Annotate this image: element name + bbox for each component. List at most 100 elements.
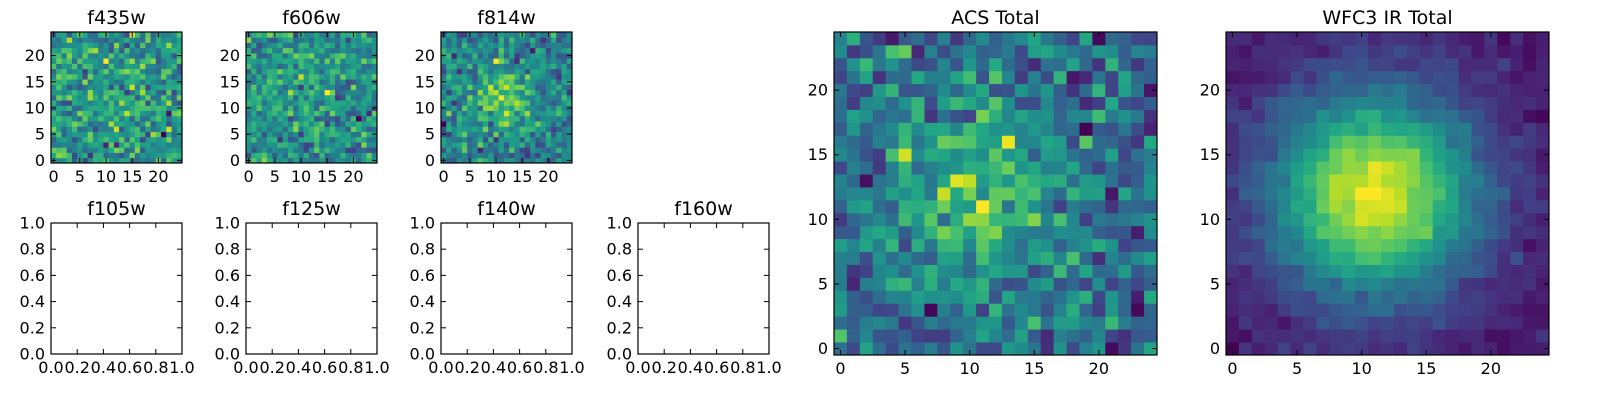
heatmap-cell bbox=[1053, 135, 1067, 149]
heatmap-cell bbox=[1368, 251, 1382, 265]
heatmap-cell bbox=[92, 142, 99, 148]
heatmap-cell bbox=[82, 94, 89, 101]
heatmap-cell bbox=[1510, 161, 1524, 175]
heatmap-cell bbox=[872, 70, 887, 85]
heatmap-cell bbox=[1066, 238, 1080, 253]
heatmap-cell bbox=[1368, 290, 1382, 304]
heatmap-cell bbox=[1277, 238, 1291, 253]
heatmap-cell bbox=[171, 84, 178, 91]
heatmap-cell bbox=[103, 47, 110, 54]
heatmap-cell bbox=[1536, 199, 1550, 214]
heatmap-cell bbox=[519, 94, 526, 101]
heatmap-cell bbox=[1342, 225, 1356, 240]
heatmap-cell bbox=[150, 147, 157, 153]
heatmap-cell bbox=[282, 89, 289, 96]
heatmap-cell bbox=[298, 121, 305, 127]
heatmap-cell bbox=[1001, 122, 1016, 136]
heatmap-cell bbox=[503, 94, 510, 101]
heatmap-cell bbox=[98, 147, 104, 153]
heatmap-cell bbox=[1523, 135, 1537, 149]
heatmap-cell bbox=[846, 122, 861, 136]
heatmap-cell bbox=[924, 199, 938, 214]
heatmap-cell bbox=[319, 115, 325, 122]
heatmap-cell bbox=[846, 161, 861, 175]
heatmap-cell bbox=[87, 105, 94, 111]
heatmap-cell bbox=[1079, 148, 1093, 162]
x-tick-label: 15 bbox=[512, 167, 532, 186]
heatmap-cell bbox=[1264, 122, 1279, 136]
heatmap-cell bbox=[1329, 135, 1343, 149]
heatmap-cell bbox=[266, 89, 273, 96]
heatmap-cell bbox=[266, 84, 273, 91]
heatmap-cell bbox=[1251, 277, 1266, 291]
heatmap-cell bbox=[1027, 329, 1042, 343]
heatmap-cell bbox=[103, 58, 110, 64]
heatmap-cell bbox=[898, 316, 912, 330]
heatmap-cell bbox=[834, 187, 848, 201]
heatmap-cell bbox=[1432, 44, 1447, 59]
heatmap-cell bbox=[530, 157, 536, 164]
heatmap-cell bbox=[272, 68, 278, 75]
heatmap-cell bbox=[1510, 264, 1524, 278]
x-tick-label: 0.8 bbox=[730, 358, 755, 377]
heatmap-cell bbox=[319, 63, 325, 70]
heatmap-cell bbox=[885, 70, 899, 85]
heatmap-cell bbox=[1105, 329, 1119, 343]
heatmap-cell bbox=[1066, 122, 1080, 136]
heatmap-cell bbox=[282, 121, 289, 127]
heatmap-cell bbox=[87, 121, 94, 127]
heatmap-cell bbox=[113, 121, 120, 127]
heatmap-cell bbox=[1290, 135, 1304, 149]
heatmap-cell bbox=[308, 94, 315, 101]
heatmap-cell bbox=[456, 89, 463, 96]
heatmap-cell bbox=[113, 152, 120, 159]
heatmap-cell bbox=[535, 89, 541, 96]
heatmap-cell bbox=[335, 32, 341, 38]
heatmap-cell bbox=[924, 174, 938, 188]
heatmap-cell bbox=[872, 32, 887, 46]
heatmap-cell bbox=[451, 42, 458, 49]
heatmap-cell bbox=[66, 58, 73, 64]
heatmap-cell bbox=[1277, 57, 1291, 72]
heatmap-cell bbox=[1393, 32, 1408, 46]
heatmap-cell bbox=[129, 147, 136, 153]
heatmap-cell bbox=[1510, 187, 1524, 201]
heatmap-cell bbox=[1079, 238, 1093, 253]
heatmap-cell bbox=[1053, 32, 1067, 46]
heatmap-cell bbox=[134, 94, 141, 101]
heatmap-cell bbox=[1118, 122, 1132, 136]
heatmap-cell bbox=[1406, 187, 1421, 201]
heatmap-cell bbox=[976, 342, 990, 356]
heatmap-cell bbox=[335, 152, 341, 159]
heatmap-cell bbox=[272, 105, 278, 111]
heatmap-cell bbox=[350, 73, 357, 80]
heatmap-cell bbox=[1226, 83, 1240, 97]
heatmap-cell bbox=[1497, 70, 1511, 85]
heatmap-cell bbox=[566, 126, 573, 132]
heatmap-cell bbox=[1458, 342, 1472, 356]
heatmap-cell bbox=[1523, 96, 1537, 110]
heatmap-cell bbox=[859, 199, 874, 214]
heatmap-cell bbox=[324, 84, 331, 91]
heatmap-cell bbox=[1432, 303, 1447, 317]
heatmap-cell bbox=[261, 115, 268, 122]
heatmap-cell bbox=[551, 115, 557, 122]
heatmap-cell bbox=[1303, 83, 1317, 97]
heatmap-cell bbox=[545, 94, 552, 101]
heatmap-cell bbox=[119, 157, 125, 164]
heatmap-cell bbox=[303, 157, 310, 164]
heatmap-cell bbox=[530, 105, 536, 111]
heatmap-cell bbox=[1432, 174, 1447, 188]
heatmap-cell bbox=[251, 157, 257, 164]
heatmap-cell bbox=[1066, 264, 1080, 278]
heatmap-cell bbox=[461, 73, 468, 80]
heatmap-cell bbox=[1458, 109, 1472, 123]
heatmap-cell bbox=[937, 187, 951, 201]
heatmap-cell bbox=[335, 105, 341, 111]
heatmap-cell bbox=[92, 68, 99, 75]
heatmap-cell bbox=[251, 52, 257, 59]
heatmap-cell bbox=[282, 105, 289, 111]
heatmap-cell bbox=[371, 115, 378, 122]
heatmap-cell bbox=[1432, 225, 1447, 240]
heatmap-cell bbox=[1290, 329, 1304, 343]
